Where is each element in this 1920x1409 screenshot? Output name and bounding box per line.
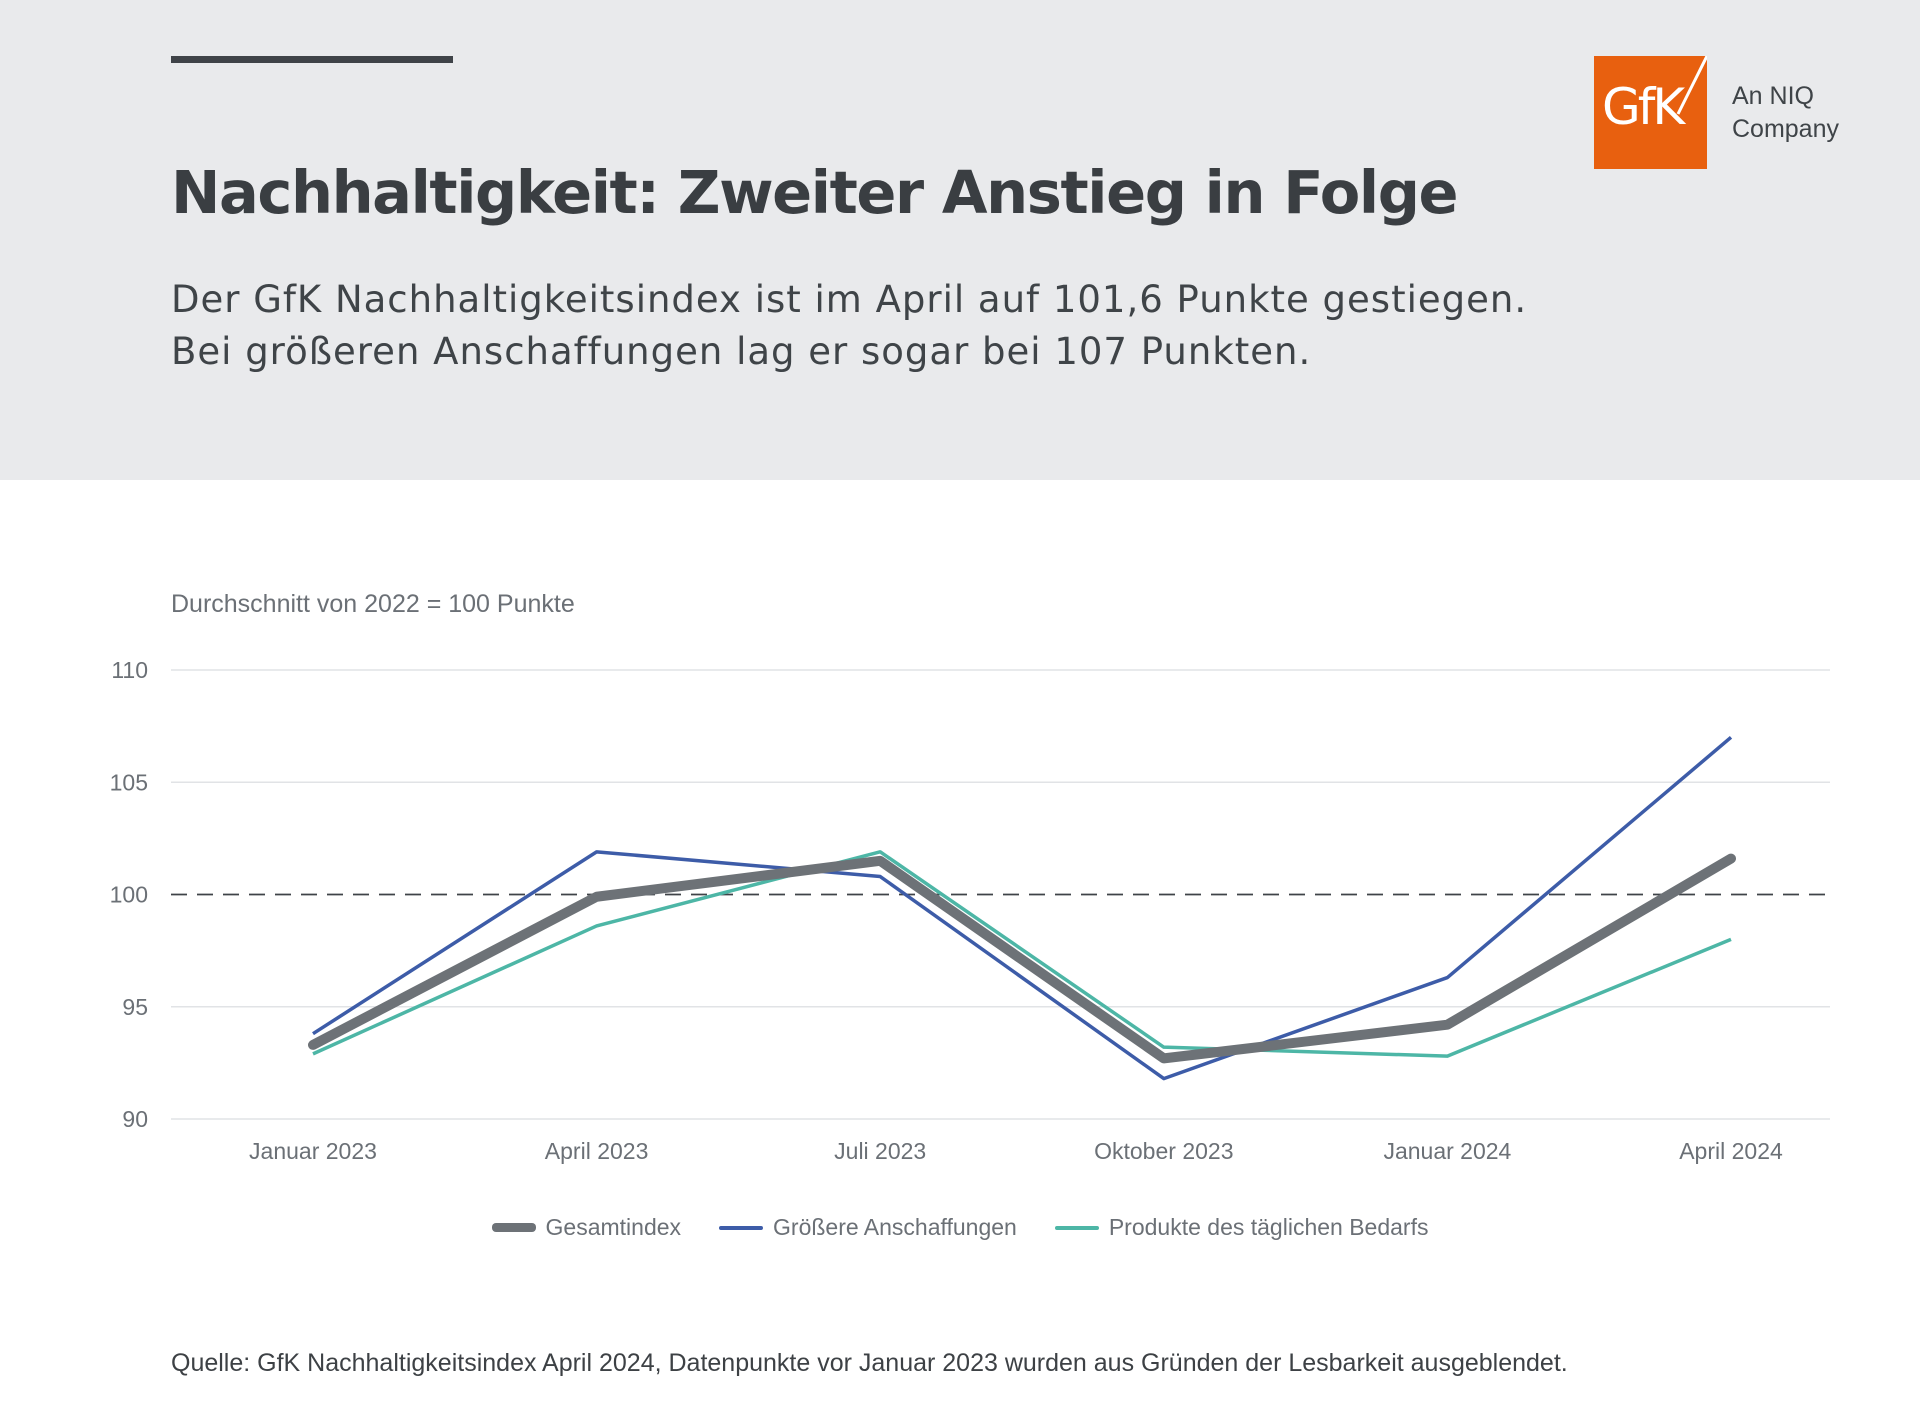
series-line-0 [308,853,1736,1064]
x-tick-label: Januar 2024 [1383,1138,1511,1164]
gfk-logo: GfK [1594,56,1707,169]
x-tick-label: April 2023 [545,1138,649,1164]
legend-item: Gesamtindex [491,1214,682,1241]
legend-label: Größere Anschaffungen [773,1214,1017,1240]
legend-swatch [1054,1225,1099,1230]
legend-swatch [491,1223,536,1232]
logo-tagline-line-1: An NIQ [1732,82,1814,110]
header-panel: Nachhaltigkeit: Zweiter Anstieg in Folge… [0,0,1920,480]
y-tick-label: 95 [122,994,148,1020]
y-tick-label: 105 [110,769,148,795]
x-tick-label: Juli 2023 [834,1138,926,1164]
y-tick-label: 100 [110,882,148,908]
x-tick-label: Januar 2023 [249,1138,377,1164]
chart-title: Nachhaltigkeit: Zweiter Anstieg in Folge [171,158,1459,227]
source-note: Quelle: GfK Nachhaltigkeitsindex April 2… [171,1349,1568,1377]
y-tick-label: 90 [122,1106,148,1132]
chart-legend: Gesamtindex Größere Anschaffungen Produkte… [0,1214,1920,1241]
x-tick-label: April 2024 [1679,1138,1783,1164]
accent-bar [171,56,453,63]
legend-item: Produkte des täglichen Bedarfs [1054,1214,1429,1241]
series-line-2 [312,850,1732,1058]
legend-swatch [719,1225,764,1230]
logo-text: GfK [1602,78,1685,136]
logo-slash-icon [1676,56,1707,115]
legend-label: Produkte des täglichen Bedarfs [1108,1214,1429,1240]
x-tick-label: Oktober 2023 [1094,1138,1233,1164]
y-axis-label: Durchschnitt von 2022 = 100 Punkte [171,590,575,618]
subtitle-line-1: Der GfK Nachhaltigkeitsindex ist im Apri… [171,278,1528,321]
logo-tagline-line-2: Company [1732,115,1839,143]
series-line-1 [312,736,1733,1081]
legend-label: Gesamtindex [545,1214,682,1240]
legend-item: Größere Anschaffungen [719,1214,1017,1241]
y-tick-label: 110 [111,657,148,683]
subtitle-line-2: Bei größeren Anschaffungen lag er sogar … [171,330,1312,373]
